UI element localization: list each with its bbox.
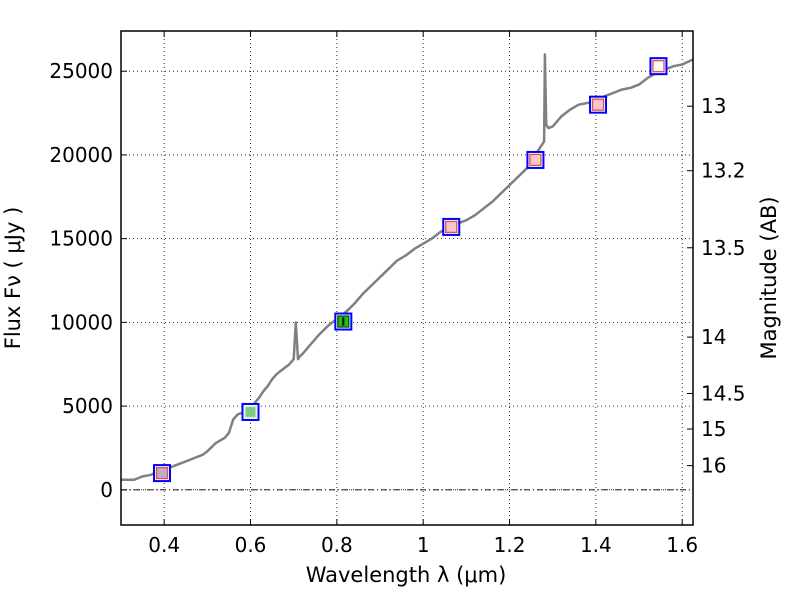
plot-frame xyxy=(120,30,694,526)
y-axis-ticks: 0 5000 10000 15000 20000 25000 xyxy=(49,59,127,502)
photometry-inner-box xyxy=(445,220,458,234)
photometry-inner-box xyxy=(652,60,665,73)
y-tick-label: 0 xyxy=(100,478,113,502)
x-axis-ticks: 0.4 0.6 0.8 1 1.2 1.4 1.6 xyxy=(148,31,698,557)
magnitude-axis-ticks: 13 13.2 13.5 14 14.5 15 16 xyxy=(687,94,746,478)
y-tick-label: 20000 xyxy=(49,143,113,167)
spectrum-series xyxy=(121,53,694,482)
x-tick-label: 1 xyxy=(417,533,430,557)
photometry-inner-box xyxy=(337,315,350,328)
spectrum-line xyxy=(121,53,694,482)
photometry-inner-box xyxy=(591,98,605,111)
magnitude-tick-label: 13 xyxy=(701,94,726,118)
magnitude-tick-label: 16 xyxy=(701,454,726,478)
y-tick-label: 25000 xyxy=(49,59,113,83)
magnitude-tick-label: 13.2 xyxy=(701,159,746,183)
photometry-point xyxy=(526,150,545,169)
x-tick-label: 0.8 xyxy=(321,533,353,557)
photometry-point xyxy=(153,464,172,483)
x-axis-title: Wavelength λ (μm) xyxy=(306,563,507,587)
x-tick-label: 1.6 xyxy=(666,533,698,557)
photometry-inner-box xyxy=(155,466,169,480)
magnitude-tick-label: 14.5 xyxy=(701,381,746,405)
magnitude-axis-title: Magnitude (AB) xyxy=(757,196,781,359)
photometry-inner-box xyxy=(244,405,257,419)
photometry-markers: I xyxy=(153,57,668,483)
photometry-point xyxy=(241,402,260,421)
grid-lines xyxy=(121,31,693,525)
magnitude-tick-label: 13.5 xyxy=(701,236,746,260)
y-tick-label: 10000 xyxy=(49,310,113,334)
photometry-band-label: I xyxy=(341,316,345,329)
x-tick-label: 0.6 xyxy=(235,533,267,557)
photometry-point xyxy=(589,95,608,114)
x-tick-label: 0.4 xyxy=(148,533,180,557)
photometry-inner-box xyxy=(529,153,542,167)
x-tick-label: 1.2 xyxy=(494,533,526,557)
y-tick-label: 15000 xyxy=(49,227,113,251)
photometry-point: I xyxy=(334,312,353,331)
magnitude-tick-label: 15 xyxy=(701,417,726,441)
magnitude-tick-label: 14 xyxy=(701,325,726,349)
y-tick-label: 5000 xyxy=(62,394,113,418)
photometry-point xyxy=(649,57,668,76)
x-tick-label: 1.4 xyxy=(580,533,612,557)
y-axis-title: Flux Fν ( μJy ) xyxy=(1,207,25,350)
photometry-point xyxy=(442,217,461,236)
